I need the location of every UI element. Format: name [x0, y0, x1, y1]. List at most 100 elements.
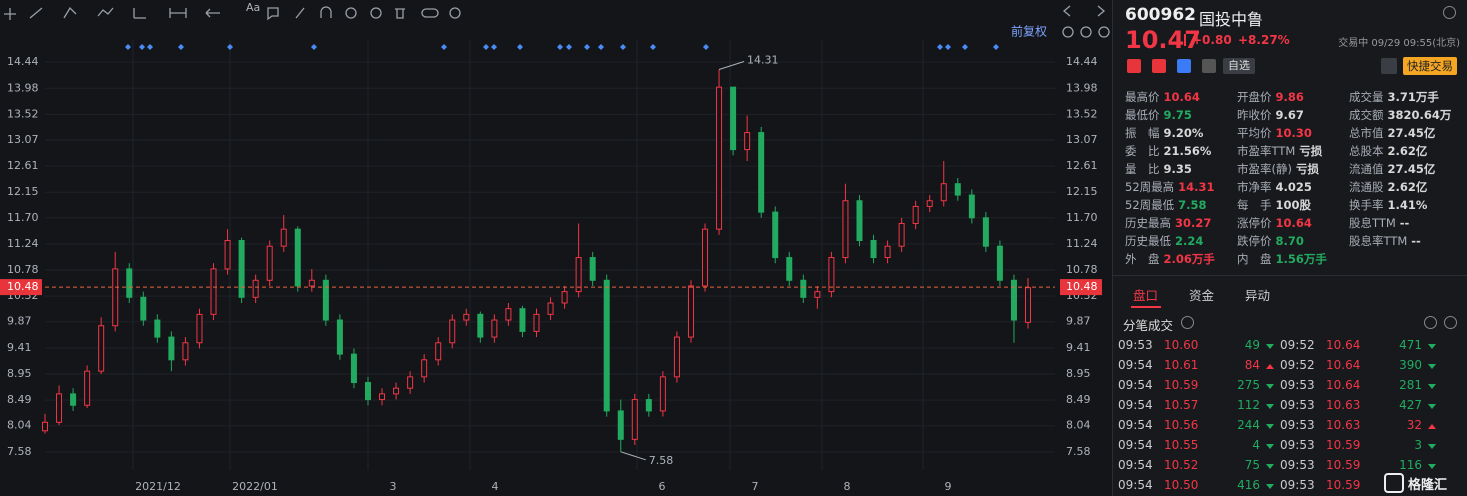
candle-body [716, 86, 723, 230]
trade-price: 10.64 [1326, 358, 1361, 372]
trade-volume: 32 [1406, 418, 1422, 432]
candle-body [1025, 287, 1031, 323]
hide-tool[interactable] [370, 7, 382, 19]
x-tick-label: 7 [752, 480, 759, 493]
stock-code: 600962 [1125, 5, 1196, 25]
stat: 涨停价 10.64 [1237, 214, 1349, 232]
trade-arrow [1266, 484, 1274, 489]
magnet-tool[interactable] [320, 6, 332, 18]
settings-icon [1443, 6, 1456, 19]
stat-value: 14.31 [1178, 180, 1215, 194]
candle-body [996, 245, 1003, 281]
note-tool[interactable] [267, 7, 279, 21]
y-tick-label: 14.44 [7, 55, 39, 68]
event-marker [945, 44, 951, 50]
range-tool[interactable] [169, 8, 187, 18]
trade-arrow [1266, 424, 1274, 429]
stat-label: 历史最高 [1125, 216, 1171, 230]
candle-body [898, 222, 905, 247]
y-tick-label-right: 8.49 [1066, 393, 1091, 406]
candle-body [603, 279, 610, 412]
trade-price: 10.59 [1326, 458, 1361, 472]
trade-price: 10.59 [1326, 478, 1361, 492]
lock-tool[interactable] [345, 7, 357, 19]
trade-time: 09:54 [1118, 398, 1153, 412]
measure-tool[interactable] [133, 8, 146, 19]
stat-value: 10.30 [1275, 126, 1312, 140]
stat: 外 盘 2.06万手 [1125, 250, 1237, 268]
arrow-tool[interactable] [205, 8, 220, 18]
stat-label: 换手率 [1349, 198, 1384, 212]
stat-value: 1.41% [1387, 198, 1428, 212]
cross-tool[interactable] [4, 8, 16, 20]
stat-value: 27.45亿 [1387, 126, 1436, 140]
undo-redo[interactable] [1062, 5, 1106, 17]
stat: 量 比 9.35 [1125, 160, 1237, 178]
candle-body [421, 359, 428, 378]
more-icon [1424, 316, 1437, 329]
stat-value: -- [1411, 234, 1421, 248]
trade-volume: 244 [1237, 418, 1260, 432]
event-marker [139, 44, 145, 50]
stat-label: 52周最高 [1125, 180, 1175, 194]
event-marker [598, 44, 604, 50]
zoom-in[interactable] [1098, 26, 1110, 38]
y-tick-label: 11.70 [7, 211, 39, 224]
y-tick-label: 8.04 [7, 419, 32, 432]
candle-body [519, 308, 526, 332]
stat: 股息TTM -- [1349, 214, 1460, 232]
candle-body [856, 200, 863, 242]
text-tool[interactable]: Aa [246, 1, 260, 14]
trade-time: 09:54 [1118, 458, 1153, 472]
stat-value: 3.71万手 [1387, 90, 1439, 104]
y-tick-label-right: 10.78 [1066, 263, 1098, 276]
event-marker [125, 44, 131, 50]
settings-tool[interactable] [449, 7, 461, 19]
quick-trade-btn[interactable]: 快捷交易 [1403, 57, 1457, 75]
trade-volume: 3 [1414, 438, 1422, 452]
wave-tool[interactable] [97, 7, 114, 17]
y-tick-label: 7.58 [7, 445, 32, 458]
y-tick-label: 13.07 [7, 133, 39, 146]
adjust-mode[interactable]: 前复权 [1011, 24, 1047, 39]
pen-tool[interactable] [295, 7, 305, 19]
candle-body [702, 228, 709, 287]
trade-price: 10.59 [1164, 378, 1199, 392]
line-tool[interactable] [29, 7, 43, 19]
tab[interactable]: 资金 [1189, 288, 1215, 303]
stat-label: 外 盘 [1125, 252, 1160, 266]
link-tool[interactable] [421, 8, 439, 18]
stat: 成交量 3.71万手 [1349, 88, 1460, 106]
event-marker [557, 44, 563, 50]
candle-body [379, 393, 386, 401]
reset-btn[interactable] [1062, 26, 1074, 38]
candle-body [393, 387, 400, 395]
candle-body [463, 313, 470, 321]
up-arrow [1184, 34, 1186, 46]
zoom-out[interactable] [1080, 26, 1092, 38]
event-marker [620, 44, 626, 50]
stat-label: 平均价 [1237, 126, 1272, 140]
trade-time: 09:53 [1118, 338, 1153, 352]
channel-tool[interactable] [63, 6, 77, 19]
stat-label: 市盈率(静) [1237, 162, 1292, 176]
trade-price: 10.63 [1326, 418, 1361, 432]
y-tick-label-right: 8.95 [1066, 367, 1091, 380]
last-price: 10.47 [1125, 26, 1201, 54]
y-tick-label-right: 11.24 [1066, 237, 1098, 250]
stat: 市盈率(静) 亏损 [1237, 160, 1349, 178]
watch-btn[interactable]: 自选 [1223, 58, 1255, 74]
candle-body [982, 217, 989, 247]
candle-body [912, 205, 919, 224]
trade-arrow [1428, 464, 1436, 469]
tab[interactable]: 异动 [1245, 288, 1271, 303]
info-icon [1181, 316, 1194, 329]
stat: 委 比 21.56% [1125, 142, 1237, 160]
stat-label: 股息率TTM [1349, 234, 1408, 248]
tab[interactable]: 盘口 [1133, 288, 1159, 303]
delete-tool[interactable] [395, 8, 405, 19]
trade-price: 10.57 [1164, 398, 1199, 412]
candle-body [98, 325, 105, 372]
stat: 历史最低 2.24 [1125, 232, 1237, 250]
